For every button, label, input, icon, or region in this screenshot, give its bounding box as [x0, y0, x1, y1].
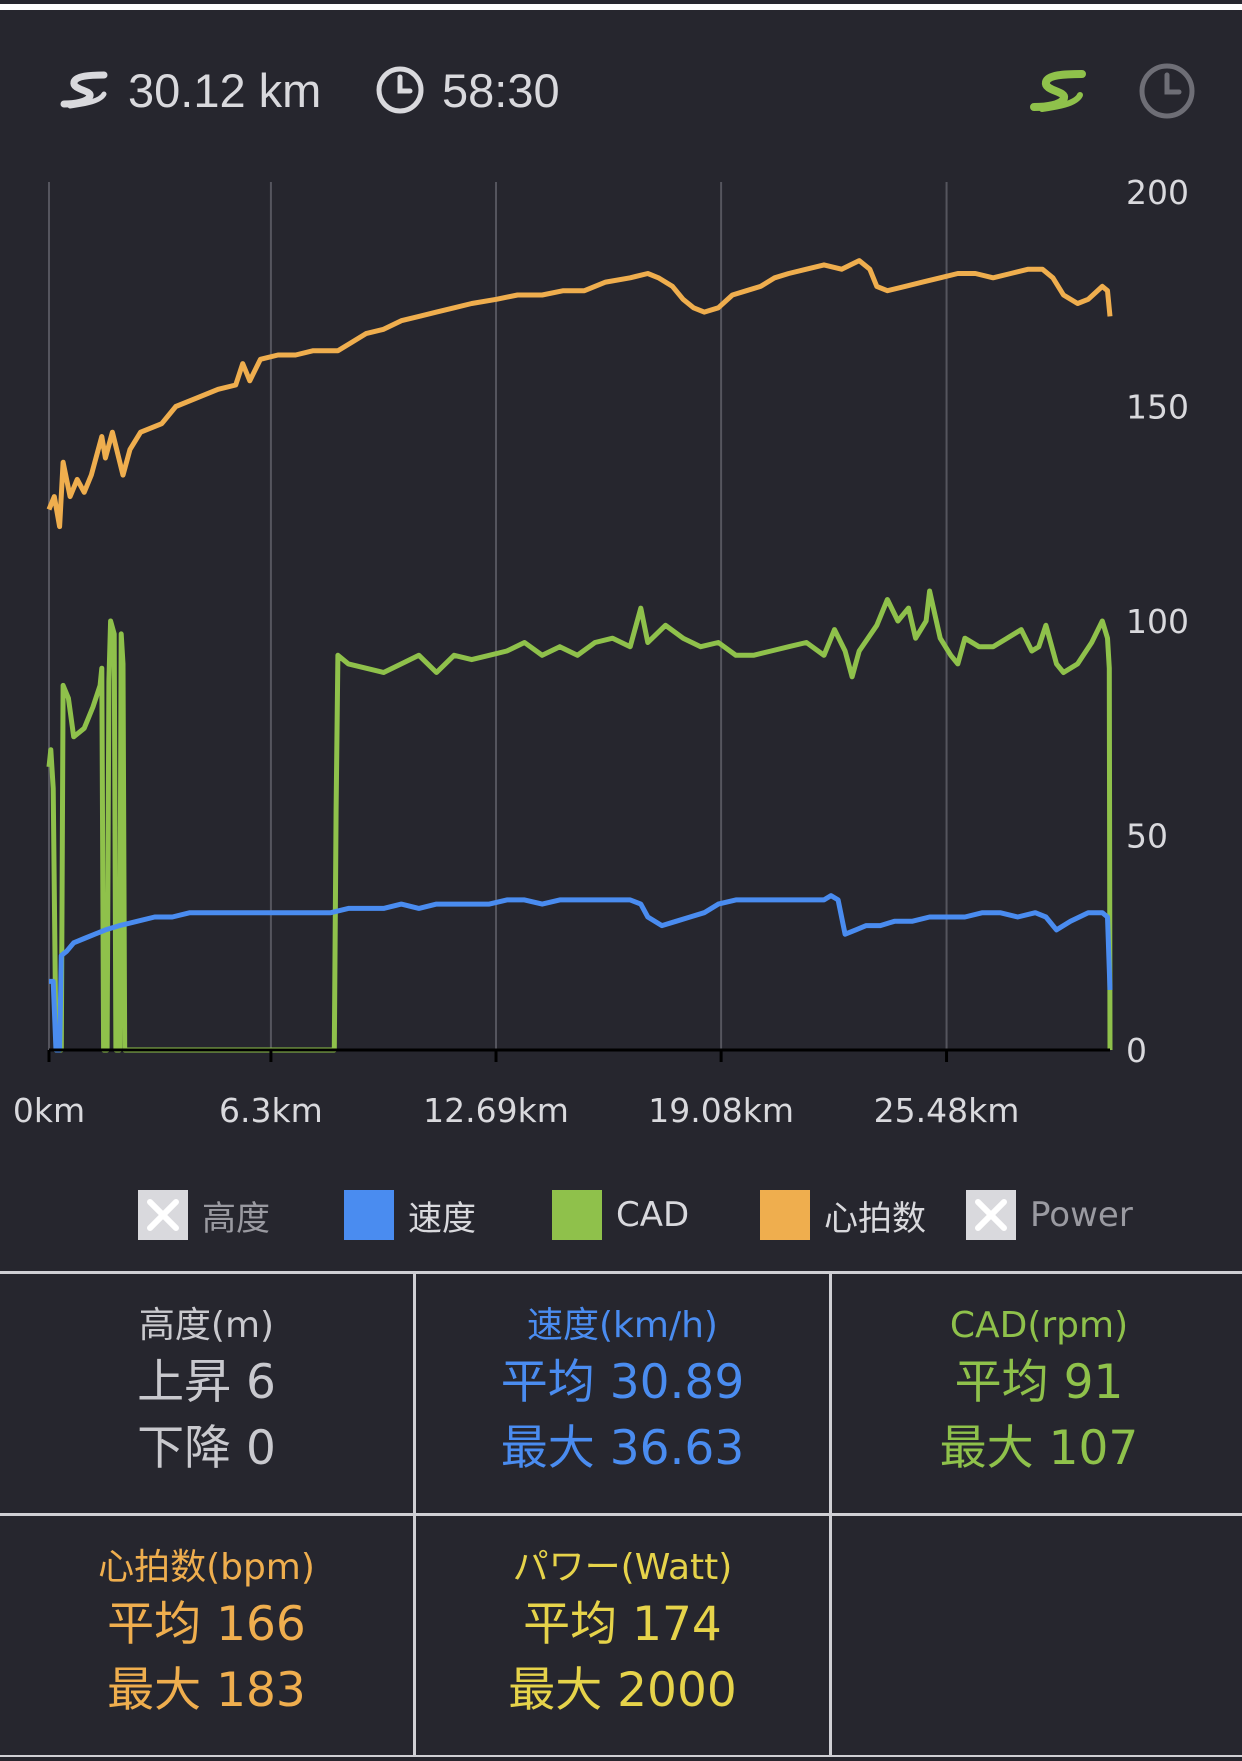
stat-elevation: 高度(m) 上昇 6 下降 0: [0, 1274, 413, 1513]
x-tick-label: 19.08km: [648, 1091, 794, 1130]
stat-speed: 速度(km/h) 平均 30.89 最大 36.63: [416, 1274, 829, 1513]
y-tick-label: 0: [1126, 1031, 1147, 1070]
stat-title: 高度(m): [138, 1305, 275, 1346]
series-line-CAD: [46, 588, 1113, 1053]
route-icon: [60, 70, 112, 110]
chart-legend: 高度 速度 CAD 心拍数 Power: [0, 1185, 1242, 1245]
stat-heart-rate: 心拍数(bpm) 平均 166 最大 183: [0, 1516, 413, 1755]
top-border-shadow: [0, 0, 1242, 4]
legend-swatch: [344, 1190, 394, 1240]
stat-title: 心拍数(bpm): [98, 1547, 315, 1588]
disabled-x-icon: [966, 1190, 1016, 1240]
stat-title: パワー(Watt): [512, 1547, 733, 1588]
top-border: [0, 0, 1242, 10]
stat-elevation-loss: 下降 0: [137, 1421, 276, 1476]
activity-chart: 0km 6.3km 12.69km 19.08km 25.48km 200 150 100 50…: [13, 173, 1189, 1130]
legend-label: 高度: [202, 1198, 270, 1239]
stat-title: CAD(rpm): [949, 1305, 1129, 1346]
time-mode-button[interactable]: [1132, 58, 1202, 128]
stats-grid: 高度(m) 上昇 6 下降 0 速度(km/h) 平均 30.89 最大 36.…: [0, 1271, 1242, 1757]
distance-value: 30.12 km: [128, 63, 322, 117]
stat-cadence-max: 最大 107: [939, 1421, 1139, 1476]
clock-icon: [374, 64, 426, 116]
stat-cadence-avg: 平均 91: [954, 1355, 1124, 1410]
stat-elevation-gain: 上昇 6: [137, 1355, 276, 1410]
series-line-速度: [49, 893, 1113, 1053]
legend-label: CAD: [616, 1195, 690, 1235]
summary-header: 30.12 km 58:30: [0, 40, 1242, 140]
stat-title: 速度(km/h): [527, 1305, 718, 1346]
stat-heart-rate-max: 最大 183: [107, 1663, 306, 1718]
stat-empty: [832, 1516, 1242, 1755]
y-tick-label: 50: [1126, 817, 1168, 856]
x-tick-label: 0km: [13, 1091, 85, 1130]
series-line-心拍数: [46, 258, 1113, 530]
legend-item-elevation[interactable]: 高度: [138, 1189, 270, 1241]
legend-label: Power: [1030, 1195, 1133, 1235]
disabled-x-icon: [138, 1190, 188, 1240]
stat-power-avg: 平均 174: [523, 1597, 722, 1652]
legend-item-speed[interactable]: 速度: [344, 1189, 476, 1241]
time-summary: 58:30: [374, 60, 560, 120]
stat-power-max: 最大 2000: [508, 1663, 737, 1718]
clock-icon: [1137, 61, 1197, 125]
legend-item-power[interactable]: Power: [966, 1189, 1133, 1241]
legend-label: 心拍数: [824, 1198, 926, 1239]
x-tick-label: 25.48km: [874, 1091, 1020, 1130]
y-tick-label: 100: [1126, 602, 1189, 641]
stat-cadence: CAD(rpm) 平均 91 最大 107: [832, 1274, 1242, 1513]
legend-label: 速度: [408, 1198, 476, 1239]
stat-speed-max: 最大 36.63: [500, 1421, 745, 1476]
legend-swatch: [760, 1190, 810, 1240]
stat-heart-rate-avg: 平均 166: [107, 1597, 306, 1652]
stat-power: パワー(Watt) 平均 174 最大 2000: [416, 1516, 829, 1755]
x-tick-label: 12.69km: [423, 1091, 569, 1130]
distance-summary: 30.12 km: [60, 60, 321, 120]
legend-swatch: [552, 1190, 602, 1240]
distance-mode-button[interactable]: [1025, 58, 1095, 128]
time-value: 58:30: [442, 63, 560, 117]
legend-item-cadence[interactable]: CAD: [552, 1189, 689, 1241]
y-tick-label: 200: [1126, 173, 1189, 212]
legend-item-heart-rate[interactable]: 心拍数: [760, 1189, 926, 1241]
stat-speed-avg: 平均 30.89: [500, 1355, 745, 1410]
route-icon: [1030, 69, 1090, 117]
y-tick-label: 150: [1126, 388, 1189, 427]
x-tick-label: 6.3km: [219, 1091, 323, 1130]
